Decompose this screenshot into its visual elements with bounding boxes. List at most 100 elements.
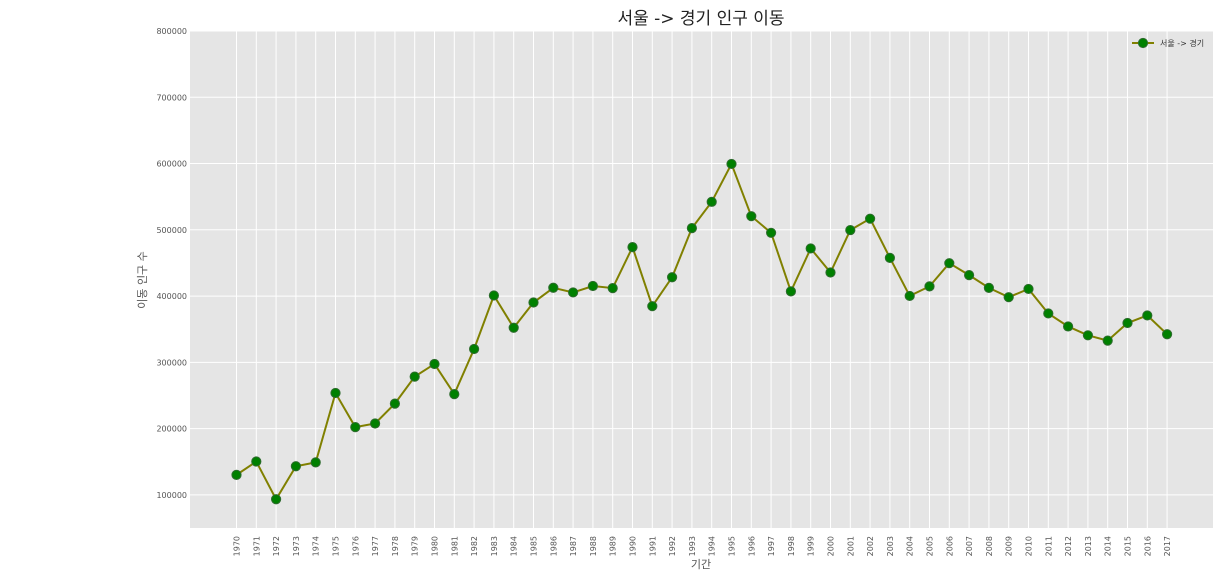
x-tick-label: 1993 bbox=[688, 536, 697, 556]
data-point bbox=[389, 398, 400, 409]
x-tick-label: 1998 bbox=[787, 536, 796, 556]
y-tick-label: 100000 bbox=[156, 491, 187, 500]
x-tick-label: 2009 bbox=[1005, 536, 1014, 556]
x-tick-label: 1995 bbox=[728, 536, 737, 556]
data-point bbox=[1122, 317, 1133, 329]
x-tick-label: 2015 bbox=[1124, 536, 1133, 556]
x-tick-label: 1987 bbox=[569, 536, 578, 556]
data-point bbox=[686, 223, 698, 234]
x-tick-label: 1980 bbox=[431, 536, 440, 556]
data-point bbox=[865, 213, 876, 224]
data-point bbox=[983, 282, 995, 293]
x-tick-label: 2008 bbox=[985, 536, 994, 556]
x-tick-label: 2000 bbox=[827, 536, 836, 556]
legend: 서울 -> 경기 bbox=[1132, 37, 1204, 49]
x-tick-label: 1984 bbox=[510, 536, 519, 556]
x-tick-label: 2006 bbox=[945, 536, 954, 556]
x-tick-label: 2002 bbox=[866, 536, 875, 556]
data-point bbox=[330, 387, 341, 399]
x-tick-label: 1978 bbox=[391, 536, 400, 556]
x-tick-label: 1974 bbox=[312, 536, 321, 556]
x-gridlines bbox=[236, 31, 1168, 528]
data-point bbox=[904, 290, 915, 302]
x-tick-label: 1986 bbox=[549, 536, 558, 556]
data-point bbox=[290, 461, 301, 472]
x-tick-label: 1989 bbox=[609, 536, 618, 556]
data-point bbox=[964, 270, 975, 281]
data-point bbox=[1003, 292, 1014, 303]
data-point bbox=[766, 227, 777, 238]
data-point bbox=[1082, 330, 1094, 341]
data-point bbox=[1142, 310, 1153, 321]
y-tick-label: 800000 bbox=[156, 27, 187, 36]
data-point bbox=[409, 371, 420, 382]
data-point bbox=[548, 282, 559, 293]
data-point bbox=[627, 242, 638, 253]
x-tick-label: 2014 bbox=[1104, 536, 1113, 556]
x-tick-label: 1997 bbox=[767, 536, 776, 556]
data-points bbox=[231, 158, 1173, 505]
x-tick-label: 2016 bbox=[1143, 536, 1152, 556]
y-gridlines bbox=[190, 30, 1213, 496]
chart-title: 서울 -> 경기 인구 이동 bbox=[617, 9, 784, 29]
data-point bbox=[587, 280, 599, 292]
data-point bbox=[667, 272, 678, 283]
y-tick-label: 600000 bbox=[156, 160, 187, 169]
x-tick-label: 2005 bbox=[926, 536, 935, 556]
data-point bbox=[469, 343, 480, 355]
data-point bbox=[231, 469, 242, 480]
x-axis-ticks: 1970 1971 1972 1973 1974 1975 1976 1977 1978 1979… bbox=[233, 536, 1173, 556]
x-tick-label: 1992 bbox=[668, 536, 677, 556]
data-point bbox=[429, 358, 440, 370]
y-axis-label: 이동 인구 수 bbox=[136, 251, 149, 309]
x-tick-label: 1991 bbox=[648, 536, 657, 556]
data-point bbox=[350, 421, 361, 433]
data-point bbox=[1162, 329, 1173, 340]
data-point bbox=[1102, 335, 1113, 346]
data-point bbox=[1043, 308, 1054, 319]
x-axis-label: 기간 bbox=[691, 558, 711, 571]
x-tick-label: 2010 bbox=[1025, 536, 1034, 556]
data-point bbox=[706, 196, 717, 207]
plot-area bbox=[190, 31, 1213, 528]
data-point bbox=[785, 286, 797, 297]
x-tick-label: 1976 bbox=[351, 536, 360, 556]
data-point bbox=[1023, 283, 1034, 295]
data-point bbox=[528, 297, 539, 308]
data-point bbox=[746, 211, 757, 222]
data-point bbox=[310, 457, 321, 468]
x-tick-label: 2001 bbox=[846, 536, 855, 556]
x-tick-label: 1990 bbox=[629, 536, 638, 556]
x-tick-label: 2011 bbox=[1044, 536, 1053, 556]
data-point bbox=[924, 281, 935, 292]
x-tick-label: 2004 bbox=[906, 536, 915, 556]
data-point bbox=[726, 158, 737, 170]
y-tick-label: 700000 bbox=[156, 93, 187, 102]
y-tick-label: 300000 bbox=[156, 358, 187, 367]
data-point bbox=[370, 418, 381, 429]
x-tick-label: 1977 bbox=[371, 536, 380, 556]
legend-marker-sample bbox=[1137, 37, 1149, 49]
x-tick-label: 2013 bbox=[1084, 536, 1093, 556]
x-tick-label: 1975 bbox=[332, 536, 341, 556]
x-tick-label: 2017 bbox=[1163, 536, 1172, 556]
data-point bbox=[825, 267, 836, 278]
x-tick-label: 1971 bbox=[252, 536, 261, 556]
x-tick-label: 2007 bbox=[965, 536, 974, 556]
x-tick-label: 2012 bbox=[1064, 536, 1073, 556]
data-point bbox=[805, 243, 816, 254]
data-point bbox=[884, 252, 896, 263]
data-point bbox=[488, 290, 499, 301]
data-point bbox=[1063, 321, 1074, 332]
x-tick-label: 1972 bbox=[272, 536, 281, 556]
data-point bbox=[647, 301, 658, 312]
x-tick-label: 2003 bbox=[886, 536, 895, 556]
x-tick-label: 1981 bbox=[450, 536, 459, 556]
data-point bbox=[449, 388, 460, 400]
x-tick-label: 1996 bbox=[747, 536, 756, 556]
y-tick-label: 500000 bbox=[156, 226, 187, 235]
y-axis-ticks: 100000 200000 300000 400000 500000 600000 7000… bbox=[156, 27, 187, 500]
x-tick-label: 1982 bbox=[470, 536, 479, 556]
data-point bbox=[271, 494, 282, 505]
